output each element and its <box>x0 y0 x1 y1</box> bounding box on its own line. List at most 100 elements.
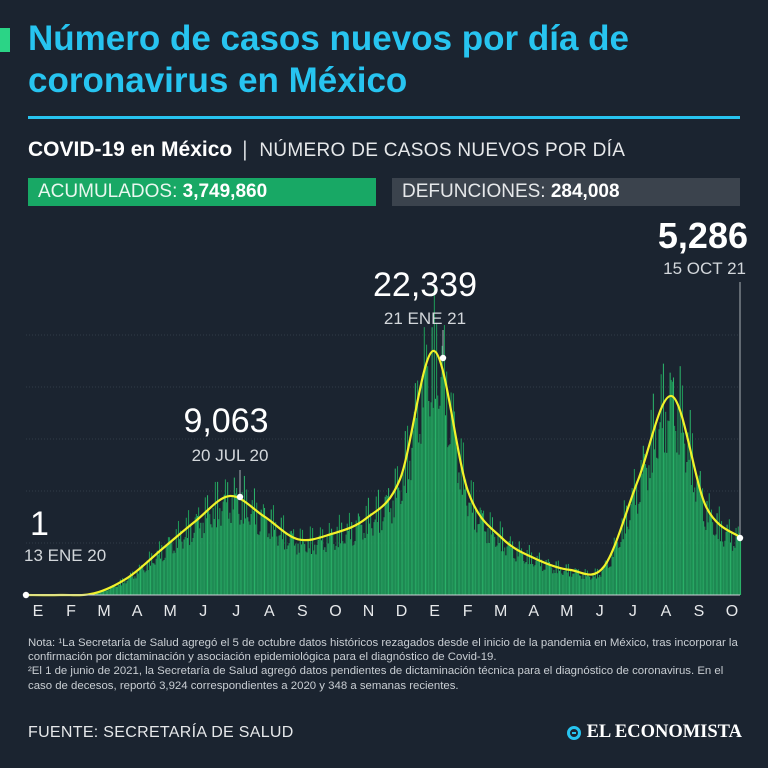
daily-bar <box>653 449 656 595</box>
daily-bar <box>656 457 658 595</box>
daily-bar <box>612 556 614 595</box>
daily-bar <box>691 433 693 595</box>
daily-bar <box>661 428 663 595</box>
daily-bar <box>239 524 241 595</box>
daily-bar <box>309 526 311 595</box>
daily-bar <box>660 374 662 595</box>
daily-bar <box>204 497 206 595</box>
daily-bar <box>341 522 343 595</box>
annotation-date: 20 JUL 20 <box>192 446 269 465</box>
daily-bar <box>356 526 358 595</box>
daily-bar <box>310 553 312 595</box>
daily-bar <box>668 421 670 595</box>
daily-bar <box>538 552 540 595</box>
daily-bar <box>714 535 716 595</box>
acumulados-label: ACUMULADOS: <box>38 181 178 202</box>
daily-bar <box>381 530 383 595</box>
daily-bar <box>491 517 493 595</box>
daily-bar <box>453 411 455 595</box>
daily-bar <box>687 432 689 595</box>
daily-bar <box>112 585 114 595</box>
daily-bar <box>496 545 498 595</box>
daily-bar <box>456 447 458 595</box>
daily-bar <box>555 561 557 595</box>
daily-bar <box>173 550 175 595</box>
daily-bar <box>156 550 158 595</box>
daily-bar <box>109 586 111 595</box>
daily-bar <box>429 416 431 595</box>
daily-bar <box>619 546 621 595</box>
daily-bar <box>704 526 706 595</box>
daily-bar <box>117 584 119 595</box>
daily-bar <box>181 541 183 595</box>
daily-bar <box>725 531 727 595</box>
daily-bar <box>122 578 124 595</box>
daily-bar <box>588 575 590 595</box>
x-tick-label: F <box>463 603 473 620</box>
daily-bar <box>174 552 176 595</box>
daily-bar <box>232 509 234 595</box>
daily-bar <box>698 475 700 595</box>
daily-bar <box>166 546 168 595</box>
daily-bar <box>400 504 402 595</box>
daily-bar <box>298 552 300 595</box>
daily-bar <box>304 544 306 595</box>
daily-bar <box>123 583 125 595</box>
daily-bar <box>372 535 374 595</box>
daily-bar <box>472 482 474 595</box>
daily-bar <box>428 401 430 595</box>
daily-bar <box>275 521 277 595</box>
x-tick-label: J <box>596 603 604 620</box>
daily-bar <box>179 539 181 595</box>
daily-bar <box>220 525 222 595</box>
daily-bar <box>150 565 152 595</box>
daily-bar <box>223 494 225 595</box>
daily-bar <box>236 487 238 595</box>
daily-bar <box>403 485 405 595</box>
daily-bar <box>464 489 466 595</box>
daily-bar <box>323 549 325 595</box>
daily-bar <box>528 545 530 595</box>
daily-bar <box>467 516 469 595</box>
daily-bar <box>418 442 420 595</box>
annotation-dot <box>736 534 744 542</box>
x-tick-label: S <box>694 603 705 620</box>
daily-bar <box>251 500 253 595</box>
daily-bar <box>629 520 631 595</box>
daily-bar <box>620 542 622 595</box>
daily-bar <box>567 563 569 595</box>
daily-bar <box>219 508 221 595</box>
daily-bar <box>466 505 468 595</box>
daily-bar <box>643 453 645 595</box>
daily-bar <box>100 590 102 595</box>
daily-bar <box>169 537 171 595</box>
x-tick-label: J <box>629 603 637 620</box>
daily-bar <box>335 545 337 595</box>
defunciones-value: 284,008 <box>550 181 620 202</box>
daily-bar <box>419 433 421 595</box>
daily-bar <box>138 564 140 595</box>
daily-bar <box>420 443 422 595</box>
daily-bar <box>366 533 368 595</box>
daily-bar <box>295 543 297 595</box>
x-tick-label: A <box>132 603 143 620</box>
daily-bar <box>277 545 279 595</box>
daily-bar <box>719 541 721 595</box>
daily-bar <box>726 524 728 595</box>
daily-bar <box>664 452 666 595</box>
daily-bar <box>546 564 548 595</box>
daily-bar <box>581 578 583 595</box>
daily-bar <box>408 479 410 595</box>
daily-bar <box>317 539 319 595</box>
daily-bar <box>671 381 673 595</box>
daily-bar <box>413 411 415 595</box>
daily-bar <box>308 548 310 595</box>
daily-bar <box>521 548 523 595</box>
daily-bar <box>148 551 150 595</box>
daily-bar <box>272 505 274 595</box>
daily-bar <box>590 579 592 595</box>
daily-bar <box>611 550 613 595</box>
daily-bar <box>628 529 630 595</box>
daily-bar <box>596 568 599 595</box>
daily-bar <box>398 487 400 595</box>
